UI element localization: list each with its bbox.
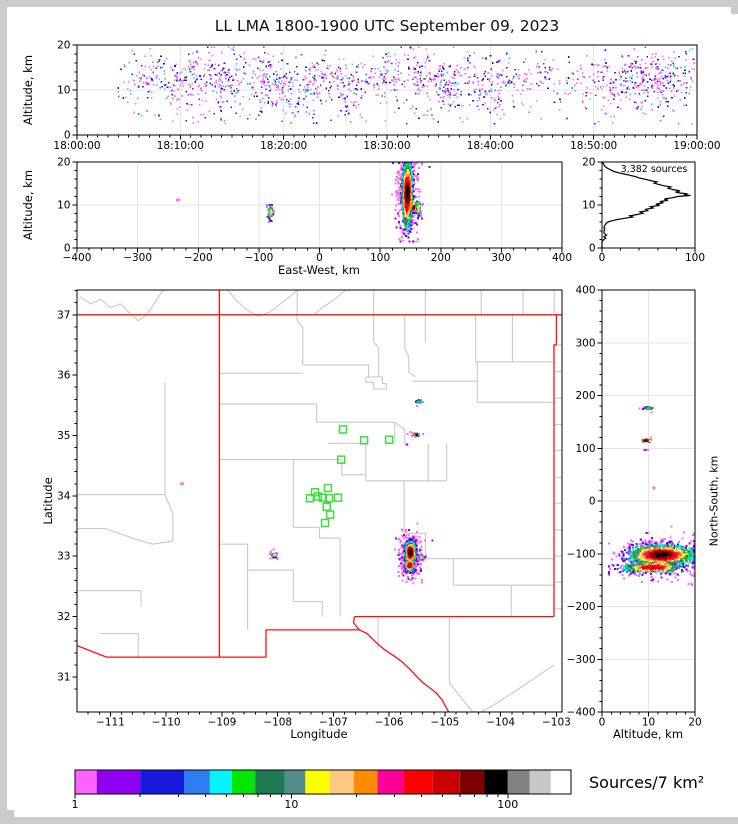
- colorbar-block: [232, 770, 255, 794]
- latitude-tick-label: 31: [57, 671, 70, 683]
- colorbar-block: [460, 770, 485, 794]
- east-west-tick-label: −100: [244, 252, 273, 264]
- longitude-tick-label: −109: [208, 717, 237, 729]
- time-tick-label: 18:50:00: [570, 140, 617, 152]
- colorbar-block: [330, 770, 354, 794]
- altitude-tick-label: 20: [57, 40, 70, 52]
- altitude-tick-label: 20: [582, 157, 595, 169]
- colorbar-tick-label: 1: [72, 798, 79, 811]
- colorbar-block: [404, 770, 433, 794]
- north-south-tick-label: 100: [575, 443, 595, 455]
- longitude-tick-label: −108: [263, 717, 292, 729]
- latitude-tick-label: 32: [57, 611, 70, 623]
- source-count-annotation: 3,382 sources: [621, 164, 688, 175]
- east-west-tick-label: 200: [431, 252, 451, 264]
- colorbar-block: [433, 770, 460, 794]
- colorbar-tick-label: 100: [497, 798, 518, 811]
- east-west-xlabel: East-West, km: [278, 263, 360, 277]
- east-west-tick-label: −300: [123, 252, 152, 264]
- east-west-tick-label: 300: [491, 252, 511, 264]
- north-south-xlabel: Altitude, km: [613, 727, 683, 741]
- colorbar-block: [140, 770, 184, 794]
- north-south-tick-label: −300: [567, 654, 596, 666]
- latitude-tick-label: 36: [57, 370, 71, 382]
- altitude-tick-label: 0: [64, 243, 71, 255]
- north-south-tick-label: 400: [575, 285, 595, 297]
- time-tick-label: 18:20:00: [260, 140, 307, 152]
- north-south-tick-label: −400: [567, 707, 596, 719]
- north-south-tick-label: 300: [575, 337, 595, 349]
- colorbar-block: [305, 770, 329, 794]
- north-south-tick-label: −100: [567, 548, 596, 560]
- north-south-tick-label: 200: [575, 390, 595, 402]
- latitude-tick-label: 34: [57, 490, 71, 502]
- time-height-ylabel: Altitude, km: [21, 55, 35, 125]
- altitude-tick-label: 20: [57, 157, 70, 169]
- colorbar-block: [530, 770, 551, 794]
- colorbar-block: [184, 770, 210, 794]
- map-ylabel: Latitude: [41, 477, 55, 524]
- map-xlabel: Longitude: [290, 727, 347, 741]
- north-south-tick-label: 0: [589, 496, 596, 508]
- colorbar-block: [378, 770, 404, 794]
- figure-title: LL LMA 1800-1900 UTC September 09, 2023: [77, 17, 697, 35]
- altitude-tick-label: 0: [64, 130, 71, 142]
- colorbar-block: [354, 770, 378, 794]
- time-tick-label: 18:40:00: [467, 140, 514, 152]
- colorbar-title: Sources/7 km²: [589, 773, 704, 792]
- latitude-tick-label: 33: [57, 551, 70, 563]
- north-south-tick-label: −200: [567, 601, 596, 613]
- longitude-tick-label: −111: [96, 717, 125, 729]
- altitude-tick-label: 0: [599, 717, 606, 729]
- time-tick-label: 18:00:00: [53, 140, 100, 152]
- north-south-ylabel: North-South, km: [708, 456, 721, 547]
- time-tick-label: 19:00:00: [673, 140, 720, 152]
- altitude-tick-label: 20: [688, 717, 701, 729]
- colorbar-block: [255, 770, 284, 794]
- longitude-tick-label: −104: [486, 717, 515, 729]
- altitude-tick-label: 10: [57, 85, 70, 97]
- colorbar-block: [484, 770, 507, 794]
- altitude-tick-label: 10: [582, 200, 595, 212]
- east-west-tick-label: 400: [552, 252, 572, 264]
- latitude-tick-label: 37: [57, 309, 70, 321]
- figure-page: 18:00:00 18:10:00 18:20:00 18:30:00 18:40:00…: [7, 7, 731, 810]
- altitude-tick-label: 0: [589, 243, 596, 255]
- east-west-tick-label: 100: [370, 252, 390, 264]
- time-tick-label: 18:10:00: [157, 140, 204, 152]
- longitude-tick-label: −110: [152, 717, 181, 729]
- latitude-tick-label: 35: [57, 430, 70, 442]
- colorbar-block: [97, 770, 140, 794]
- longitude-tick-label: −105: [431, 717, 460, 729]
- longitude-tick-label: −106: [375, 717, 404, 729]
- colorbar-block: [508, 770, 530, 794]
- colorbar-block: [210, 770, 232, 794]
- time-tick-label: 18:30:00: [363, 140, 410, 152]
- colorbar-block: [75, 770, 97, 794]
- histogram-count-tick-label: 0: [599, 252, 606, 264]
- colorbar-tick-label: 10: [284, 798, 298, 811]
- colorbar-block: [551, 770, 571, 794]
- colorbar-block: [285, 770, 306, 794]
- east-west-tick-label: −200: [184, 252, 213, 264]
- histogram-count-tick-label: 100: [685, 252, 705, 264]
- east-west-ylabel: Altitude, km: [21, 170, 35, 240]
- lma-composite-figure: 18:00:00 18:10:00 18:20:00 18:30:00 18:40:00…: [7, 7, 738, 824]
- altitude-tick-label: 10: [57, 200, 70, 212]
